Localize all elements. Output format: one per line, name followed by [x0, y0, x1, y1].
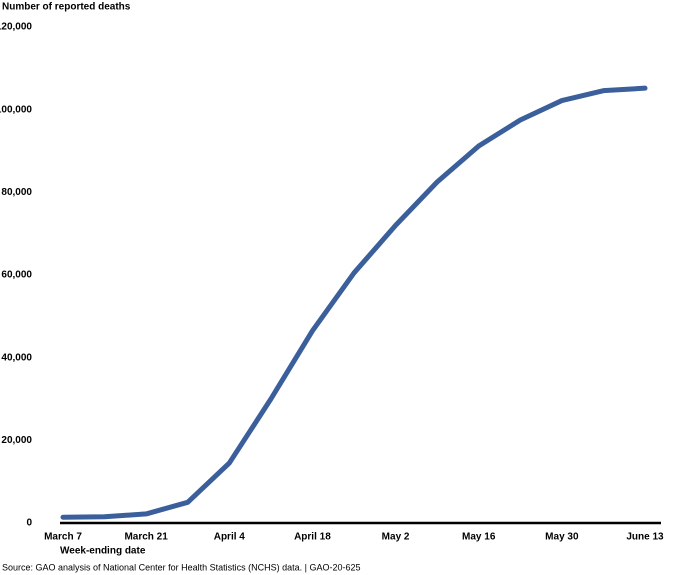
- x-tick-label: March 7: [44, 532, 82, 543]
- x-tick-label: April 18: [294, 532, 331, 543]
- y-tick-label: 100,000: [0, 104, 32, 115]
- x-tick-label: May 2: [382, 532, 410, 543]
- x-axis-title: Week-ending date: [60, 546, 146, 557]
- source-note: Source: GAO analysis of National Center …: [2, 562, 360, 572]
- x-tick-label: April 4: [214, 532, 246, 543]
- y-tick-label: 120,000: [0, 22, 32, 33]
- x-tick-label: May 30: [545, 532, 579, 543]
- data-line: [60, 85, 648, 520]
- y-tick-label: 40,000: [1, 352, 32, 363]
- x-tick-label: March 21: [124, 532, 168, 543]
- x-tick-label: June 13: [626, 532, 664, 543]
- y-tick-label: 80,000: [1, 187, 32, 198]
- y-tick-label: 20,000: [1, 435, 32, 446]
- y-tick-label: 0: [26, 518, 32, 529]
- y-axis-title: Number of reported deaths: [2, 2, 131, 13]
- y-tick-label: 60,000: [1, 270, 32, 281]
- x-tick-label: May 16: [462, 532, 496, 543]
